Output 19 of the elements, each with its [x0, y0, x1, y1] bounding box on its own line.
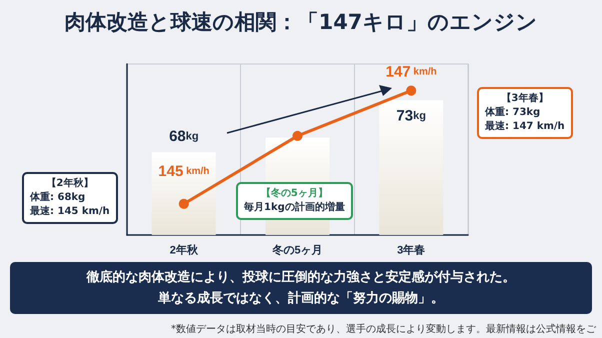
text: 単なる成長ではなく、計画的な「努力の賜物」。: [157, 290, 445, 308]
chart-title: 肉体改造と球速の相関：「147キロ」のエンジン: [64, 9, 538, 36]
data-label: 73kg: [396, 107, 426, 124]
text: 体重: 73kg: [485, 106, 542, 120]
text: *数値データは取材当時の目安であり、選手の成長により変動します。最新情報は公式情報をご: [171, 322, 596, 336]
data-label: 147 km/h: [386, 64, 437, 81]
text: 最速: 147 km/h: [485, 120, 565, 134]
text: 【2年秋】: [45, 177, 94, 191]
text: 最速: 145 km/h: [30, 205, 110, 219]
text: 徹底的な肉体改造により、投球に圧倒的な力強さと安定感が付与された。: [86, 268, 516, 287]
x-tick-label: 2年秋: [170, 244, 199, 256]
data-label: 68kg: [169, 128, 199, 146]
text: 【3年春】: [500, 92, 550, 106]
x-tick-label: 3年春: [397, 244, 426, 256]
text: 体重: 68kg: [30, 191, 86, 205]
annotation: 毎月1kgの計画的増量: [244, 201, 345, 215]
x-tick-label: 冬の5ヶ月: [271, 244, 323, 256]
annotation: 【冬の5ヶ月】: [260, 187, 329, 201]
data-label: 145 km/h: [158, 162, 210, 180]
